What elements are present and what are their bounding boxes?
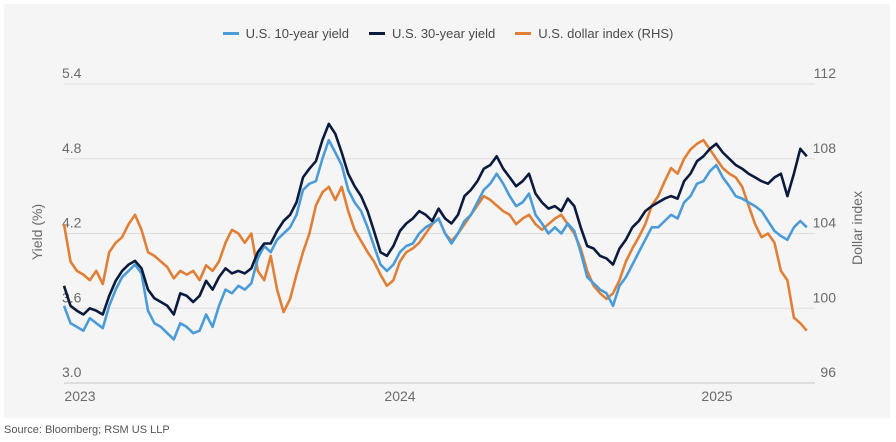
legend-label-30y: U.S. 30-year yield xyxy=(391,26,496,41)
series-10y-line xyxy=(62,138,808,341)
series-30y-line xyxy=(62,122,808,316)
legend-swatch-30y xyxy=(368,32,385,35)
y-axis-label: Yield (%) xyxy=(29,204,45,260)
y-tick-label: 3.0 xyxy=(62,364,82,380)
y2-tick-label: 104 xyxy=(813,215,837,231)
y2-tick-label: 112 xyxy=(814,65,837,81)
x-tick-label: 2025 xyxy=(701,388,732,404)
series-dxy-line xyxy=(62,138,808,332)
y-tick-label: 4.8 xyxy=(62,140,82,156)
legend-item-30y: U.S. 30-year yield xyxy=(368,26,496,41)
y-axis-left-ticks: 3.03.64.24.85.4 xyxy=(62,65,82,380)
legend-label-dxy: U.S. dollar index (RHS) xyxy=(538,26,674,41)
x-tick-label: 2024 xyxy=(384,388,415,404)
legend: U.S. 10-year yield U.S. 30-year yield U.… xyxy=(0,26,896,41)
legend-label-10y: U.S. 10-year yield xyxy=(245,26,349,41)
y2-tick-label: 96 xyxy=(820,364,836,380)
legend-swatch-dxy xyxy=(515,32,532,35)
source-note: Source: Bloomberg; RSM US LLP xyxy=(4,424,170,436)
y-tick-label: 4.2 xyxy=(62,215,82,231)
gridlines xyxy=(64,83,815,384)
x-tick-label: 2023 xyxy=(64,388,95,404)
chart-panel xyxy=(4,4,890,418)
y2-tick-label: 100 xyxy=(813,289,837,305)
y-tick-label: 5.4 xyxy=(62,65,82,81)
legend-swatch-10y xyxy=(222,32,239,35)
y2-axis-label: Dollar index xyxy=(849,191,865,265)
y-axis-right-ticks: 96 100 104 108 112 xyxy=(813,65,837,380)
legend-item-10y: U.S. 10-year yield xyxy=(222,26,349,41)
y2-tick-label: 108 xyxy=(813,140,837,156)
series-lines xyxy=(62,122,808,341)
legend-item-dxy: U.S. dollar index (RHS) xyxy=(515,26,673,41)
x-axis-ticks: 2023 2024 2025 xyxy=(64,388,732,404)
